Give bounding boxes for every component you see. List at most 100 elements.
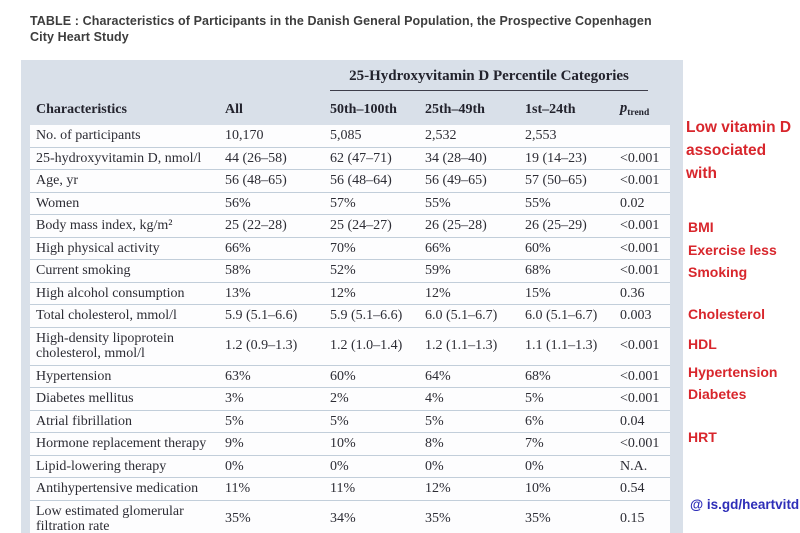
row-value: 66% xyxy=(225,236,330,260)
row-value: 0.04 xyxy=(620,409,670,433)
row-value: <0.001 xyxy=(620,387,670,410)
source-shortlink: @ is.gd/heartvitd xyxy=(690,497,800,512)
row-value: 0% xyxy=(330,454,425,478)
col-header-25th-49th: 25th–49th xyxy=(425,91,525,125)
column-header-row: Characteristics All 50th–100th 25th–49th… xyxy=(30,91,670,125)
row-label: Total cholesterol, mmol/l xyxy=(30,304,225,327)
row-value: 2,553 xyxy=(525,125,620,147)
row-label: High-density lipoprotein cholesterol, mm… xyxy=(30,326,225,365)
row-value: <0.001 xyxy=(620,259,670,282)
row-value: 4% xyxy=(425,387,525,410)
row-value: 64% xyxy=(425,364,525,388)
row-label: Lipid-lowering therapy xyxy=(30,454,225,478)
row-value: 5.9 (5.1–6.6) xyxy=(330,304,425,327)
study-table-container: 25-Hydroxyvitamin D Percentile Categorie… xyxy=(21,60,683,533)
row-value: 5% xyxy=(525,387,620,410)
row-value: 12% xyxy=(425,281,525,305)
row-value: 6.0 (5.1–6.7) xyxy=(525,304,620,327)
table-row: Hypertension 63% 60% 64% 68% <0.001 xyxy=(30,364,670,388)
row-value: 34 (28–40) xyxy=(425,146,525,170)
row-value: 12% xyxy=(330,281,425,305)
row-label: Body mass index, kg/m² xyxy=(30,214,225,237)
study-table: 25-Hydroxyvitamin D Percentile Categorie… xyxy=(30,60,670,533)
row-value: 10% xyxy=(330,432,425,455)
span-header-row: 25-Hydroxyvitamin D Percentile Categorie… xyxy=(30,60,670,91)
table-row: No. of participants 10,170 5,085 2,532 2,553 xyxy=(30,125,670,147)
table-row: Diabetes mellitus 3% 2% 4% 5% <0.001 xyxy=(30,387,670,410)
percentile-categories-header: 25-Hydroxyvitamin D Percentile Categorie… xyxy=(330,60,648,91)
annotation-headline: Low vitamin D associated with xyxy=(686,119,792,182)
annotation-diabetes: Diabetes xyxy=(688,386,747,402)
row-value: 5% xyxy=(330,409,425,433)
row-value: 35% xyxy=(525,499,620,533)
row-value: 0% xyxy=(525,454,620,478)
row-value: <0.001 xyxy=(620,326,670,365)
row-value: 12% xyxy=(425,477,525,500)
table-row: Total cholesterol, mmol/l 5.9 (5.1–6.6) 5.… xyxy=(30,304,670,327)
row-value: 1.2 (1.1–1.3) xyxy=(425,326,525,365)
table-row: 25-hydroxyvitamin D, nmol/l 44 (26–58) 62 … xyxy=(30,146,670,170)
row-label: Diabetes mellitus xyxy=(30,387,225,410)
table-row: Low estimated glomerular filtration rate… xyxy=(30,499,670,533)
table-header: 25-Hydroxyvitamin D Percentile Categorie… xyxy=(30,60,670,125)
annotation-hrt: HRT xyxy=(688,429,717,445)
row-value: 35% xyxy=(225,499,330,533)
row-value: 0.36 xyxy=(620,281,670,305)
row-value: 55% xyxy=(525,191,620,215)
row-value: 62 (47–71) xyxy=(330,146,425,170)
row-value: 1.1 (1.1–1.3) xyxy=(525,326,620,365)
row-value: 34% xyxy=(330,499,425,533)
row-value: 26 (25–28) xyxy=(425,214,525,237)
row-label: High alcohol consumption xyxy=(30,281,225,305)
row-value: 2,532 xyxy=(425,125,525,147)
row-label: High physical activity xyxy=(30,236,225,260)
row-value: 70% xyxy=(330,236,425,260)
table-row: Lipid-lowering therapy 0% 0% 0% 0% N.A. xyxy=(30,454,670,478)
row-value: 0.15 xyxy=(620,499,670,533)
table-row: Women 56% 57% 55% 55% 0.02 xyxy=(30,191,670,215)
row-label: 25-hydroxyvitamin D, nmol/l xyxy=(30,146,225,170)
table-row: Body mass index, kg/m² 25 (22–28) 25 (24–2… xyxy=(30,214,670,237)
row-value: 7% xyxy=(525,432,620,455)
row-value: 66% xyxy=(425,236,525,260)
row-label: Antihypertensive medication xyxy=(30,477,225,500)
row-value: <0.001 xyxy=(620,169,670,192)
row-value: 13% xyxy=(225,281,330,305)
row-label: Hypertension xyxy=(30,364,225,388)
row-value: 1.2 (0.9–1.3) xyxy=(225,326,330,365)
row-value: 9% xyxy=(225,432,330,455)
row-value: 26 (25–29) xyxy=(525,214,620,237)
col-header-50th-100th: 50th–100th xyxy=(330,91,425,125)
p-symbol: p xyxy=(620,100,628,116)
row-value: 0.02 xyxy=(620,191,670,215)
col-header-all: All xyxy=(225,91,330,125)
row-value: 8% xyxy=(425,432,525,455)
table-row: Hormone replacement therapy 9% 10% 8% 7% <0.0… xyxy=(30,432,670,455)
table-row: High physical activity 66% 70% 66% 60% <0.001 xyxy=(30,236,670,260)
row-value: 10% xyxy=(525,477,620,500)
row-value: 56 (48–64) xyxy=(330,169,425,192)
row-value: 5,085 xyxy=(330,125,425,147)
row-value: 44 (26–58) xyxy=(225,146,330,170)
row-label: Low estimated glomerular filtration rate xyxy=(30,499,225,533)
row-value: 55% xyxy=(425,191,525,215)
row-value: 68% xyxy=(525,259,620,282)
row-label: No. of participants xyxy=(30,125,225,147)
table-row: Age, yr 56 (48–65) 56 (48–64) 56 (49–65) 57 … xyxy=(30,169,670,192)
row-value: 56 (49–65) xyxy=(425,169,525,192)
row-value: 52% xyxy=(330,259,425,282)
row-value: <0.001 xyxy=(620,146,670,170)
row-value: 68% xyxy=(525,364,620,388)
row-value: 0% xyxy=(425,454,525,478)
row-value: 1.2 (1.0–1.4) xyxy=(330,326,425,365)
row-value: N.A. xyxy=(620,454,670,478)
p-subscript: trend xyxy=(627,108,650,118)
row-value: 60% xyxy=(525,236,620,260)
annotation-hdl: HDL xyxy=(688,336,717,352)
table-body: No. of participants 10,170 5,085 2,532 2,553… xyxy=(30,125,670,533)
table-row: Current smoking 58% 52% 59% 68% <0.001 xyxy=(30,259,670,282)
col-header-characteristics: Characteristics xyxy=(30,91,225,125)
row-value: 19 (14–23) xyxy=(525,146,620,170)
page-title: TABLE : Characteristics of Participants … xyxy=(30,14,652,44)
col-header-1st-24th: 1st–24th xyxy=(525,91,620,125)
